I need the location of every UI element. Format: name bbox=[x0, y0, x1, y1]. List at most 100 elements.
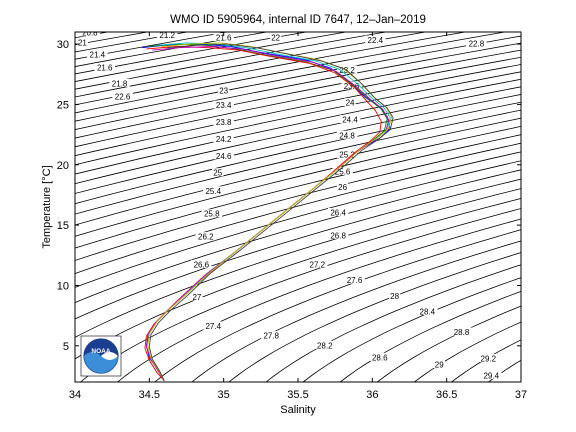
contour-label: 26.4 bbox=[330, 209, 346, 218]
isopycnal-line-12 bbox=[75, 35, 521, 122]
x-axis-label: Salinity bbox=[280, 404, 316, 416]
contour-label: 24.6 bbox=[216, 152, 232, 161]
isopycnal-line-9 bbox=[75, 32, 428, 98]
contour-label-bg bbox=[270, 33, 282, 42]
contour-label-bg bbox=[213, 100, 234, 109]
contour-label: 23.4 bbox=[216, 101, 232, 110]
x-axis: 34 34.5 35 35.5 36 36.5 37 bbox=[69, 32, 527, 401]
contour-label-bg bbox=[94, 63, 115, 72]
contour-label: 29.4 bbox=[483, 371, 499, 380]
isopycnal-line-31 bbox=[75, 188, 521, 338]
contour-label: 28.8 bbox=[454, 328, 470, 337]
isopycnal-line-17 bbox=[75, 71, 521, 166]
isopycnal-line-14 bbox=[75, 49, 521, 139]
x-tick-label: 34.5 bbox=[139, 389, 160, 401]
contour-label-bg bbox=[213, 33, 234, 42]
y-axis-label: Temperature [°C] bbox=[41, 165, 53, 248]
contour-label: 21.4 bbox=[90, 50, 106, 59]
contour-label-bg bbox=[79, 32, 101, 37]
contour-label-bg bbox=[433, 360, 445, 369]
x-tick-label: 36.5 bbox=[436, 389, 457, 401]
isopycnal-line-16 bbox=[75, 64, 521, 157]
noaa-logo: NOAA bbox=[80, 335, 122, 377]
contour-label-bg bbox=[451, 327, 472, 336]
contour-label: 27.4 bbox=[205, 322, 221, 331]
contour-label: 24.2 bbox=[216, 135, 232, 144]
contour-label-bg bbox=[213, 117, 234, 126]
x-tick-label: 35.5 bbox=[287, 389, 308, 401]
contour-label-bg bbox=[195, 232, 217, 241]
contour-label: 22.6 bbox=[115, 93, 131, 102]
isopycnal-line-28 bbox=[75, 160, 521, 288]
contour-label: 27.8 bbox=[263, 332, 279, 341]
isopycnal-line-42 bbox=[413, 321, 521, 382]
contour-label: 21.2 bbox=[159, 31, 175, 40]
isopycnal-line-7 bbox=[75, 32, 349, 82]
y-tick-label: 10 bbox=[57, 280, 69, 292]
contour-label: 25.2 bbox=[339, 151, 355, 160]
isopycnal-line-26 bbox=[75, 142, 521, 261]
isopycnal-line-10 bbox=[75, 32, 468, 106]
chart-title: WMO ID 5905964, internal ID 7647, 12–Jan… bbox=[170, 14, 426, 26]
contour-label: 24 bbox=[346, 99, 355, 108]
contour-label-bg bbox=[307, 259, 328, 268]
contour-label: 26.6 bbox=[194, 260, 210, 269]
y-axis: 5 10 15 20 25 30 bbox=[57, 39, 521, 353]
noaa-logo-text: NOAA bbox=[91, 348, 110, 355]
contour-label-bg bbox=[87, 49, 108, 58]
contour-label-bg bbox=[481, 370, 502, 379]
contour-label: 28.6 bbox=[372, 353, 388, 362]
isopycnal-line-36 bbox=[191, 240, 521, 382]
contour-label: 22 bbox=[271, 34, 280, 43]
contour-label: 24.4 bbox=[342, 116, 358, 125]
contour-label-bg bbox=[337, 182, 349, 191]
contour-label-bg bbox=[109, 78, 130, 87]
y-tick-label: 25 bbox=[57, 99, 69, 111]
isopycnal-line-30 bbox=[75, 178, 521, 320]
contour-label-bg bbox=[336, 130, 358, 139]
contour-label-bg bbox=[336, 150, 358, 159]
contour-label-bg bbox=[203, 321, 224, 330]
contour-label: 27.2 bbox=[310, 260, 326, 269]
contour-label: 22.8 bbox=[469, 40, 485, 49]
isopycnal-line-23 bbox=[75, 117, 521, 226]
contour-label-bg bbox=[344, 275, 365, 284]
contour-label-bg bbox=[369, 352, 390, 361]
isopycnal-line-27 bbox=[75, 151, 521, 275]
profile-line-3 bbox=[144, 46, 382, 382]
contour-label: 26.2 bbox=[198, 233, 214, 242]
y-tick-label: 5 bbox=[63, 341, 69, 353]
contour-label-bg bbox=[261, 331, 282, 340]
contour-label-bg bbox=[336, 65, 358, 74]
isopycnal-line-25 bbox=[75, 134, 521, 249]
contour-label: 28.2 bbox=[317, 341, 333, 350]
contour-label-bg bbox=[191, 259, 212, 268]
isopycnal-line-11 bbox=[75, 32, 508, 114]
y-tick-label: 20 bbox=[57, 160, 69, 172]
x-tick-label: 37 bbox=[515, 389, 527, 401]
contour-label-bg bbox=[417, 307, 438, 315]
isopycnal-line-38 bbox=[265, 264, 521, 382]
y-tick-label: 15 bbox=[57, 220, 69, 232]
x-tick-label: 36 bbox=[366, 389, 378, 401]
contour-label: 27.6 bbox=[347, 276, 363, 285]
contour-label: 26 bbox=[338, 183, 347, 192]
contour-label-bg bbox=[191, 292, 203, 301]
contour-label: 21.8 bbox=[112, 79, 128, 88]
contour-label-bg bbox=[332, 167, 353, 175]
contour-label-bg bbox=[327, 208, 349, 217]
isopycnal-line-34 bbox=[116, 218, 521, 382]
contour-label-bg bbox=[314, 340, 335, 349]
contour-label: 25.8 bbox=[204, 210, 220, 219]
contour-label: 29.2 bbox=[481, 355, 497, 364]
isopycnal-line-24 bbox=[75, 125, 521, 237]
contour-label: 20.8 bbox=[82, 29, 98, 38]
contour-label-bg bbox=[478, 354, 499, 363]
profile-series bbox=[141, 42, 394, 382]
isopycnal-line-35 bbox=[154, 229, 521, 382]
contour-label-bg bbox=[212, 168, 224, 177]
x-tick-label: 35 bbox=[218, 389, 230, 401]
x-tick-label: 34 bbox=[69, 389, 81, 401]
contour-label-bg bbox=[156, 32, 178, 39]
contour-label: 21.6 bbox=[216, 34, 232, 43]
